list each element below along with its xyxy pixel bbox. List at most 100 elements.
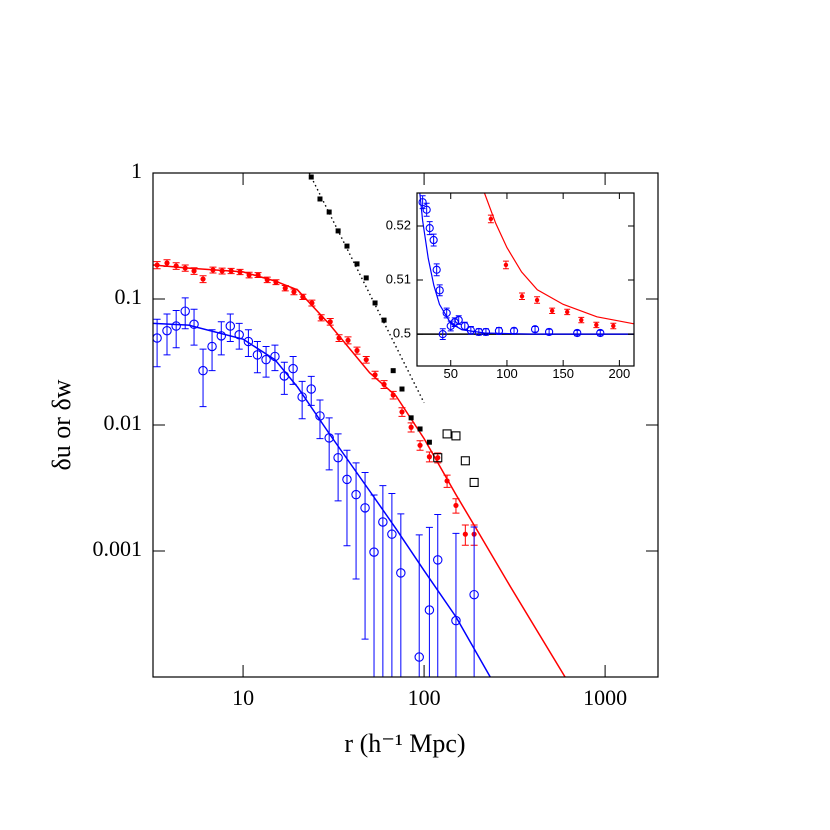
data-point (326, 209, 332, 215)
data-point (164, 260, 170, 266)
data-point (381, 381, 387, 388)
data-point (466, 326, 475, 335)
data-point (291, 289, 297, 295)
data-point (162, 325, 172, 336)
data-point (438, 329, 447, 339)
data-point (399, 409, 405, 415)
data-point (519, 294, 525, 299)
data-point (429, 235, 438, 245)
data-point (308, 174, 314, 180)
data-point (408, 415, 414, 421)
error-bar (199, 348, 207, 408)
data-point (243, 336, 254, 347)
data-point (594, 322, 599, 328)
data-point (228, 268, 234, 274)
y-tick-label: 1 (131, 158, 142, 183)
error-bar (352, 462, 360, 580)
data-point (234, 330, 244, 340)
data-point (503, 262, 509, 268)
data-point (225, 321, 236, 331)
x-tick-label: 200 (609, 366, 631, 381)
error-bar (452, 532, 460, 677)
error-bar (470, 526, 478, 677)
error-bar (190, 308, 198, 346)
data-point (399, 386, 405, 392)
plot-frame (416, 192, 635, 367)
data-point (306, 384, 316, 394)
data-point (237, 269, 243, 275)
data-point (282, 285, 288, 291)
data-point (451, 431, 461, 441)
data-point (378, 517, 388, 527)
data-point (207, 341, 217, 352)
data-point (408, 424, 414, 430)
data-point (297, 392, 307, 402)
x-tick-label: 1000 (583, 685, 627, 710)
data-point (171, 321, 181, 331)
data-point (530, 325, 540, 334)
plot-area (417, 193, 634, 341)
data-point (336, 335, 342, 341)
data-point (153, 333, 162, 343)
data-point (342, 474, 352, 485)
data-point (435, 286, 444, 295)
data-point (451, 615, 461, 626)
error-bar (280, 361, 288, 395)
data-point (426, 454, 433, 460)
data-point (279, 371, 290, 381)
error-bar (226, 313, 234, 342)
error-bar (253, 340, 261, 374)
data-point (390, 368, 396, 374)
data-point (270, 351, 280, 362)
data-point (344, 243, 350, 249)
data-point (198, 365, 208, 376)
error-bar (419, 195, 426, 210)
data-point (494, 326, 504, 335)
error-bar (423, 202, 430, 217)
data-point (417, 442, 423, 448)
data-point (469, 477, 479, 487)
y-tick-label: 0.52 (386, 217, 411, 232)
plot-area (153, 173, 566, 677)
data-point (333, 452, 343, 463)
data-point (219, 268, 225, 274)
error-bar (415, 534, 423, 677)
error-bar (172, 310, 180, 349)
data-point (180, 306, 190, 316)
data-point (324, 433, 334, 443)
error-bar (434, 513, 442, 677)
data-point (372, 300, 378, 306)
data-point (369, 547, 379, 557)
inset-background (417, 193, 634, 366)
data-point (433, 555, 443, 565)
data-point (317, 196, 323, 202)
data-point (417, 426, 423, 432)
error-bar (425, 526, 433, 677)
x-tick-label: 150 (552, 366, 574, 381)
data-point (335, 228, 341, 234)
main-chart: r (h⁻¹ Mpc) δu or δw 10 100 1000 0.001 0.01 0… (47, 158, 659, 758)
data-point (396, 568, 406, 578)
data-point (273, 279, 279, 285)
data-point (261, 354, 271, 365)
data-point (426, 439, 432, 445)
data-point (255, 272, 261, 278)
error-bar (289, 355, 297, 385)
data-point (216, 331, 227, 341)
data-point (435, 455, 441, 461)
data-point (573, 328, 582, 338)
data-point (509, 326, 519, 335)
model-curve (419, 193, 634, 335)
data-point (534, 297, 540, 303)
data-point (390, 392, 396, 398)
data-point (579, 317, 584, 323)
data-point (442, 429, 452, 439)
data-point (414, 652, 424, 662)
error-bar (244, 329, 252, 357)
data-point (288, 363, 298, 374)
data-point (596, 328, 605, 338)
y-tick-label: 0.001 (93, 536, 143, 561)
data-point (469, 589, 479, 600)
error-bar (370, 494, 378, 677)
